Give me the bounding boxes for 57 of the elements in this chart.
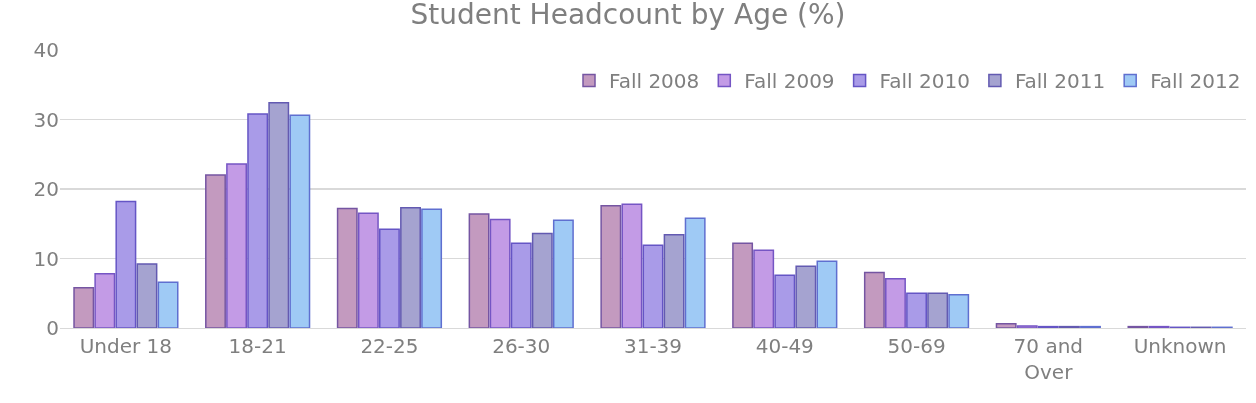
bar [205,174,226,328]
bar [621,203,643,328]
bar [400,207,421,328]
bar [510,242,532,328]
bar [948,293,970,328]
bar [774,274,796,328]
legend-label: Fall 2009 [744,69,835,94]
bar [863,271,885,328]
bar [379,228,400,328]
bar [1016,325,1038,328]
bar [663,234,685,328]
bar [732,242,754,328]
y-tick-label: 40 [33,38,59,62]
x-tick-label: 50-69 [887,334,946,358]
bar [336,207,358,328]
bar [94,273,116,328]
bar [468,213,490,328]
bar [885,277,906,328]
bar [995,323,1017,328]
bar [600,204,622,328]
bar [226,163,248,328]
x-tick-label: 26-30 [492,334,551,358]
y-tick-label: 20 [33,177,59,201]
y-tick-label: 30 [33,107,59,132]
bar [906,292,927,328]
bar [795,265,817,328]
x-tick-label: Unknown [1133,334,1227,358]
legend-label: Fall 2011 [1014,69,1106,94]
bar [816,260,838,328]
bar [289,114,311,328]
y-tick-label: 10 [33,246,59,271]
bar [73,286,95,328]
bar [421,208,443,328]
bar [552,219,574,328]
x-tick-label: 40-49 [755,334,814,358]
x-tick-label: 31-39 [623,334,683,358]
legend-label: Fall 2012 [1150,69,1241,94]
legend-label: Fall 2008 [609,69,700,94]
x-tick-label: Under 18 [79,334,173,358]
bar [247,113,269,328]
x-tick-label: 18-21 [228,334,287,358]
bar [927,292,949,328]
y-tick-label: 0 [46,316,59,340]
legend-label: Fall 2010 [879,69,970,94]
chart-title: Student Headcount by Age (%) [410,0,846,31]
bar [753,249,775,328]
bar [357,212,379,328]
bar [115,200,137,328]
bar [642,244,664,328]
x-tick-label: 22-25 [360,334,419,358]
bar [157,281,179,328]
bar [268,102,290,328]
bar [531,232,553,328]
bar [489,218,511,328]
bar [136,263,158,328]
bar [684,217,706,328]
x-tick-label: 70 and Over [1013,334,1084,384]
